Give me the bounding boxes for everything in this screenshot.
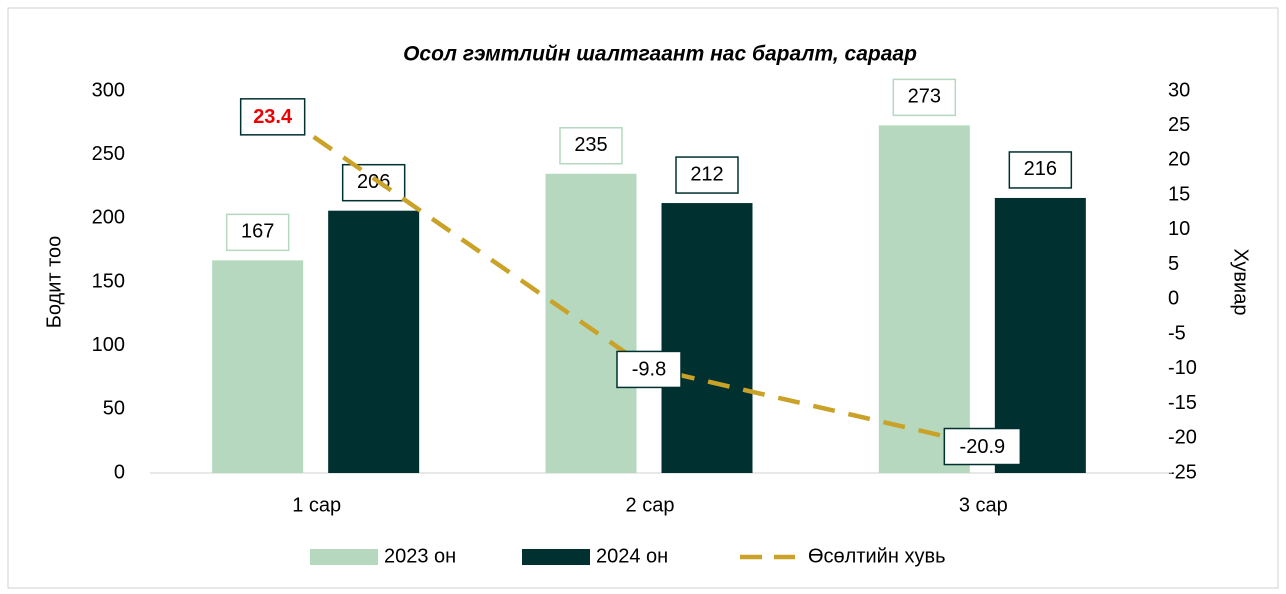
bar bbox=[328, 210, 420, 473]
y2-tick-label: -20 bbox=[1168, 427, 1197, 449]
y2-tick-label: -10 bbox=[1168, 357, 1197, 379]
y-tick-label: 300 bbox=[92, 79, 125, 101]
value-label-box bbox=[341, 163, 406, 202]
y2-tick-label: 15 bbox=[1168, 183, 1190, 205]
value-label-box bbox=[616, 350, 682, 389]
y2-tick-label: 25 bbox=[1168, 114, 1190, 136]
y-tick-label: 250 bbox=[92, 143, 125, 165]
value-label-box bbox=[675, 156, 739, 194]
bar bbox=[661, 203, 753, 473]
y-axis-label: Бодит тоо bbox=[43, 236, 65, 329]
bar bbox=[545, 173, 637, 473]
y2-tick-label: 5 bbox=[1168, 253, 1179, 275]
value-label: 206 bbox=[357, 171, 390, 193]
x-tick-label: 1 сар bbox=[292, 494, 341, 516]
legend-swatch bbox=[310, 549, 378, 565]
value-label: 235 bbox=[574, 134, 607, 156]
y-tick-label: 150 bbox=[92, 270, 125, 292]
value-label: 273 bbox=[908, 86, 941, 108]
value-label: -9.8 bbox=[632, 359, 666, 381]
value-label-box bbox=[892, 78, 957, 117]
legend-label: 2023 он bbox=[384, 545, 456, 567]
value-label: 167 bbox=[241, 221, 274, 243]
y-tick-label: 0 bbox=[114, 461, 125, 483]
y2-tick-label: -15 bbox=[1168, 392, 1197, 414]
legend-label: 2024 он bbox=[596, 545, 668, 567]
legend-label: Өсөлтийн хувь bbox=[808, 545, 946, 567]
bar bbox=[878, 125, 970, 473]
value-label-box bbox=[943, 427, 1022, 466]
value-label: -20.9 bbox=[960, 436, 1006, 458]
bar bbox=[212, 260, 304, 473]
x-tick-label: 3 сар bbox=[959, 494, 1008, 516]
value-label-box bbox=[559, 127, 623, 165]
y2-tick-label: 30 bbox=[1168, 79, 1190, 101]
value-label-box bbox=[1008, 151, 1073, 189]
value-label-box bbox=[239, 98, 306, 136]
y2-axis-label: Хувиар bbox=[1230, 249, 1252, 316]
legend-swatch bbox=[522, 549, 590, 565]
y2-tick-label: -25 bbox=[1168, 461, 1197, 483]
y2-tick-label: -5 bbox=[1168, 322, 1186, 344]
value-label: 212 bbox=[690, 163, 723, 185]
x-tick-label: 2 сар bbox=[626, 494, 675, 516]
value-label-box bbox=[225, 213, 290, 252]
y-tick-label: 200 bbox=[92, 207, 125, 229]
y2-tick-label: 10 bbox=[1168, 218, 1190, 240]
value-label: 23.4 bbox=[253, 106, 293, 128]
chart-title: Осол гэмтлийн шалтгаант нас баралт, сара… bbox=[403, 43, 917, 66]
value-label: 216 bbox=[1024, 158, 1057, 180]
y-tick-label: 50 bbox=[103, 398, 125, 420]
y2-tick-label: 0 bbox=[1168, 288, 1179, 310]
y2-tick-label: 20 bbox=[1168, 149, 1190, 171]
y-tick-label: 100 bbox=[92, 334, 125, 356]
bar bbox=[994, 197, 1086, 473]
